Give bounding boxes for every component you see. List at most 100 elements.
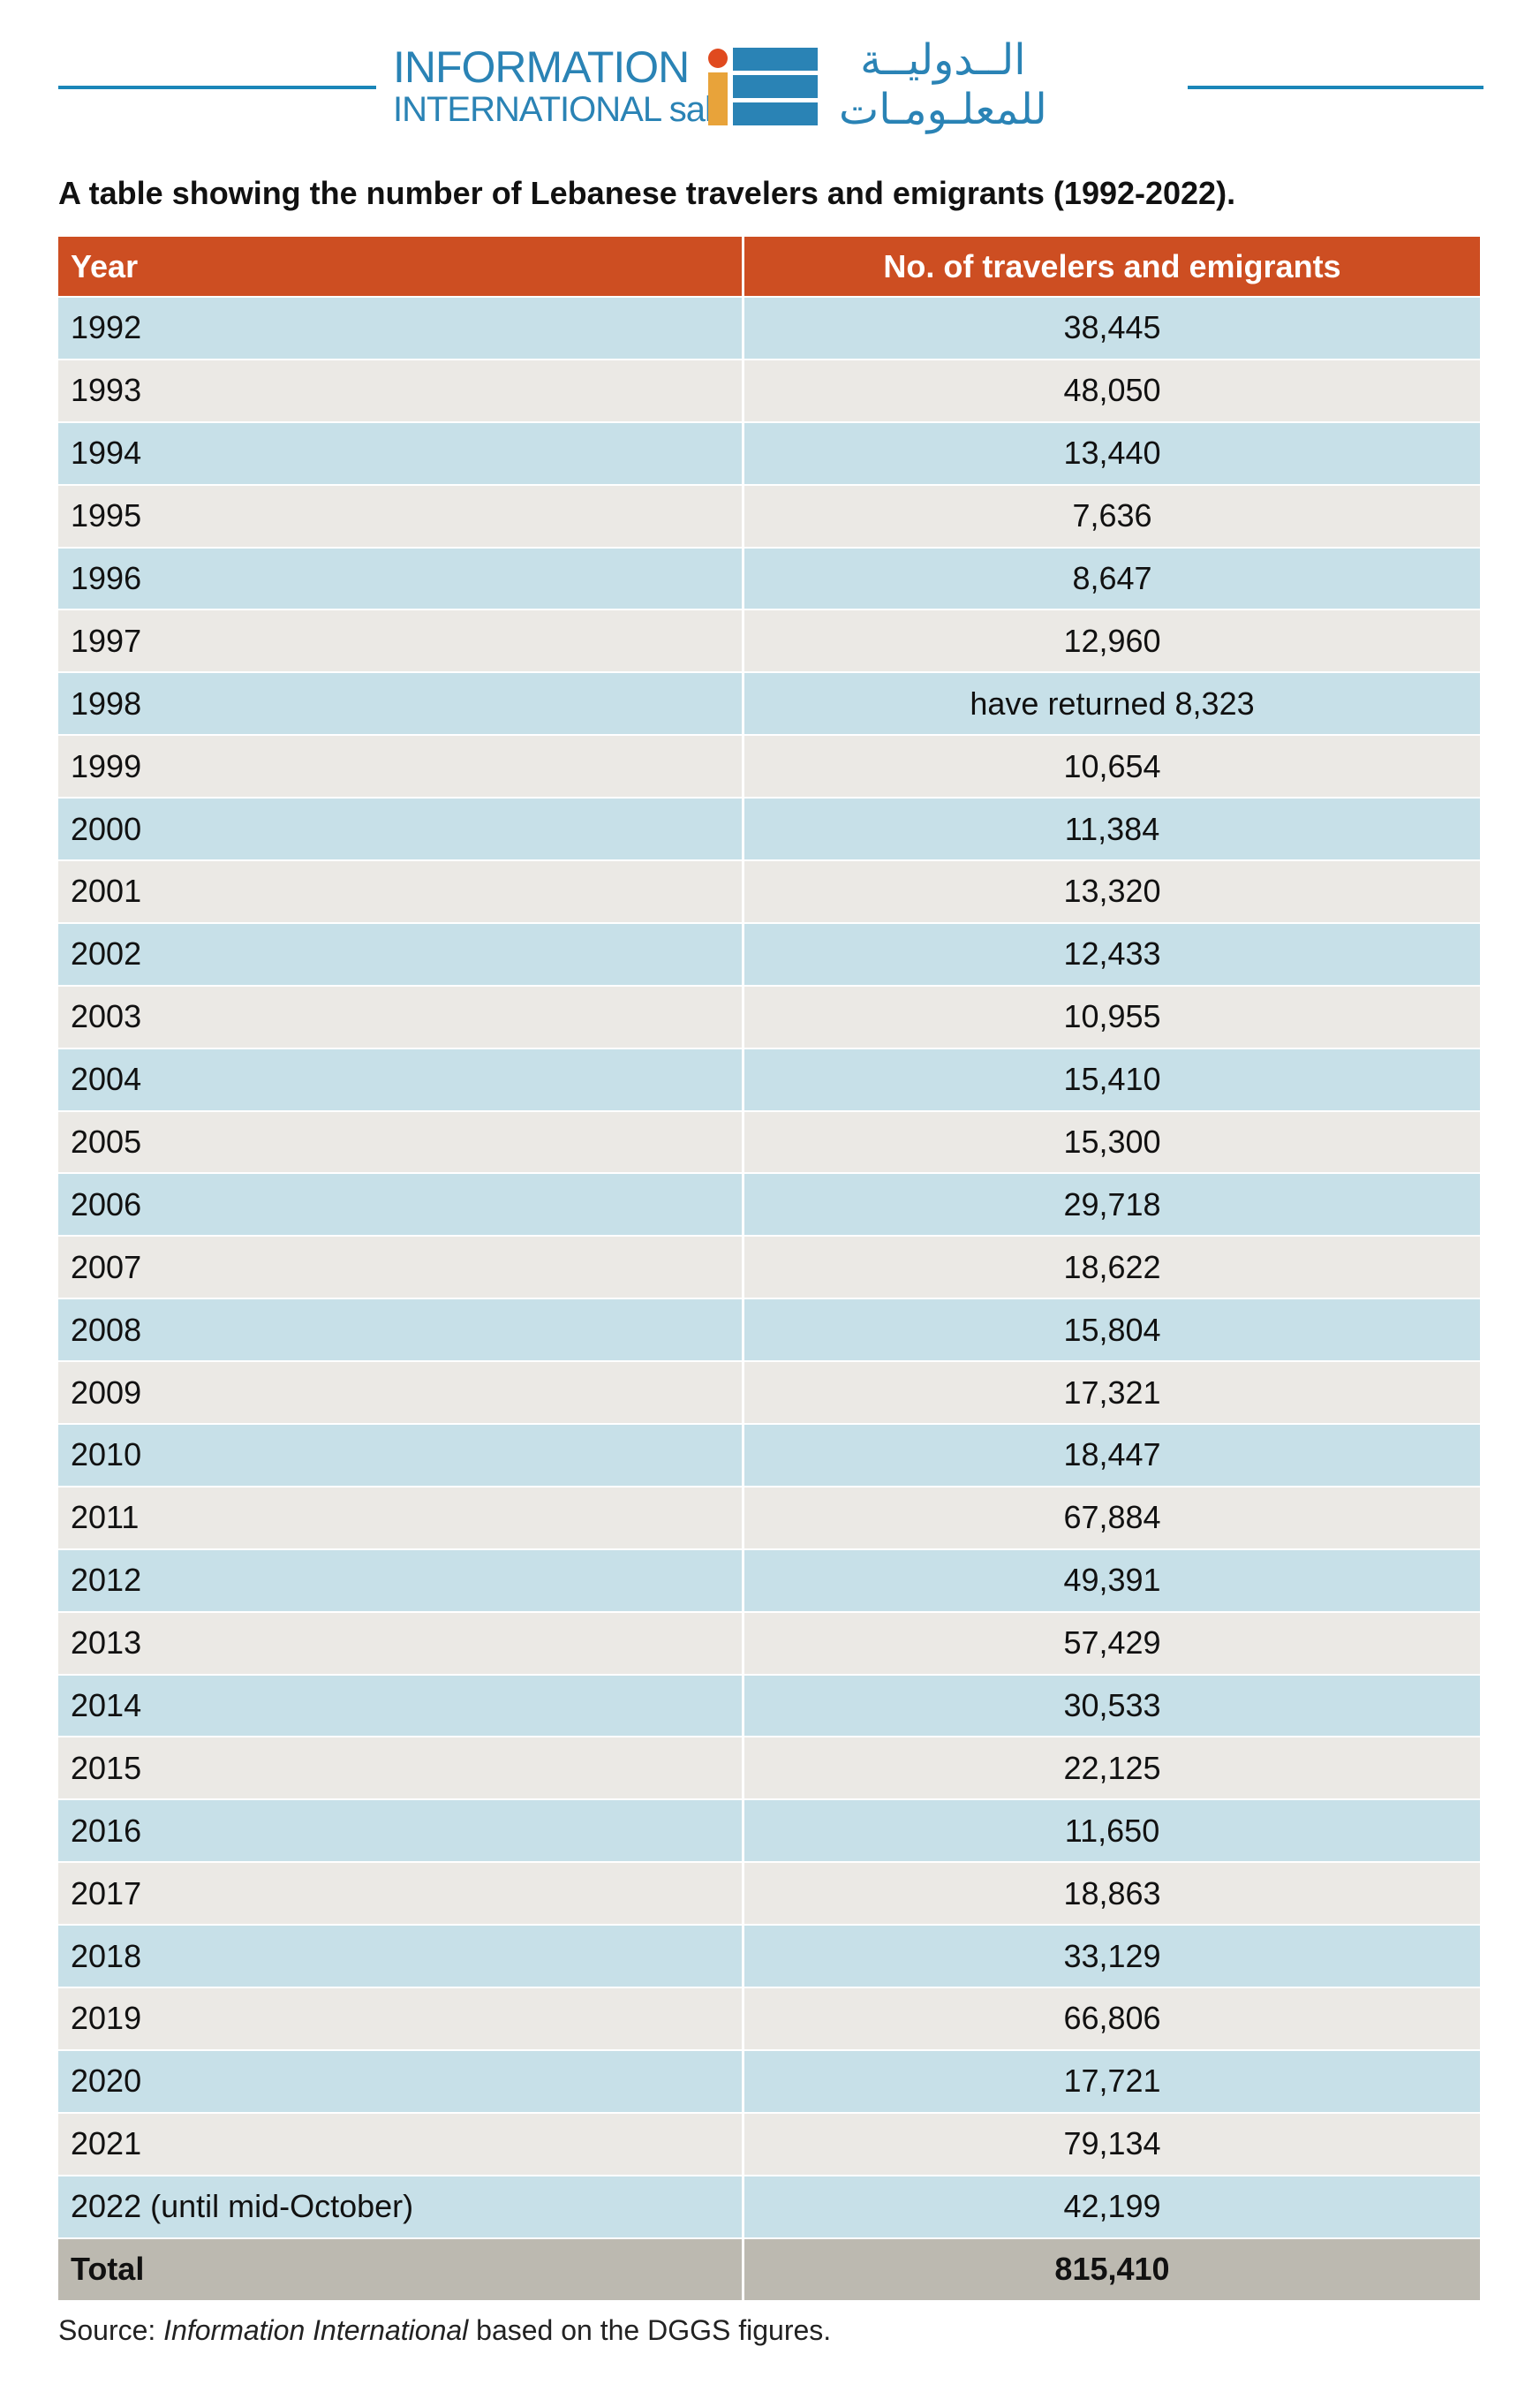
- table-row: 2004 15,410: [58, 1048, 1480, 1112]
- cell: have returned 8,323: [970, 685, 1255, 722]
- cell: 2004: [58, 1048, 744, 1110]
- cell: Total: [58, 2238, 744, 2300]
- cell: 7,636: [1072, 497, 1152, 534]
- cell: 10,654: [1063, 747, 1161, 784]
- cell: 17,721: [1063, 2063, 1161, 2100]
- cell: 57,429: [1063, 1624, 1161, 1662]
- title: A table showing the number of Lebanese t…: [58, 175, 1236, 211]
- source-text: based on the DGGS figures.: [468, 2314, 832, 2346]
- cell: 1996: [58, 548, 744, 609]
- cell: 13,440: [1063, 435, 1161, 472]
- table-row: 2003 10,955: [58, 986, 1480, 1049]
- cell: 67,884: [1063, 1499, 1161, 1536]
- table-row: 1993 48,050: [58, 360, 1480, 423]
- cell: 2003: [58, 986, 744, 1048]
- table-row: 2008 15,804: [58, 1299, 1480, 1363]
- table-row: 1998 have returned 8,323: [58, 673, 1480, 737]
- cell: 2000: [58, 799, 744, 860]
- cell: No. of travelers and emigrants: [883, 247, 1341, 284]
- cell: 2002: [58, 923, 744, 985]
- cell: 2018: [58, 1926, 744, 1987]
- cell: 18,447: [1063, 1436, 1161, 1473]
- header-row: Year No. of travelers and emigrants: [58, 237, 1480, 298]
- cell: 18,622: [1063, 1248, 1161, 1285]
- cell: 2010: [58, 1425, 744, 1486]
- cell: 2012: [58, 1549, 744, 1611]
- cell: 2007: [58, 1237, 744, 1298]
- table-row: 2012 49,391: [58, 1549, 1480, 1613]
- cell: 1999: [58, 736, 744, 798]
- cell: 2015: [58, 1737, 744, 1799]
- cell: 11,384: [1064, 810, 1160, 847]
- logo-line: INTERNATIONAL sal: [393, 90, 713, 129]
- cell: 33,129: [1063, 1937, 1161, 1974]
- table-row: 2022 (until mid-October) 42,199: [58, 2176, 1480, 2239]
- cell: 2020: [58, 2050, 744, 2112]
- table-row: 2006 29,718: [58, 1174, 1480, 1238]
- cell: 1993: [58, 360, 744, 421]
- cell: 11,650: [1064, 1812, 1160, 1849]
- table-row: 1995 7,636: [58, 485, 1480, 549]
- source-text: Source:: [58, 2314, 164, 2346]
- cell: 42,199: [1063, 2188, 1161, 2225]
- table-row: 2009 17,321: [58, 1362, 1480, 1426]
- logo-line: INFORMATION: [393, 42, 690, 92]
- cell: 1995: [58, 485, 744, 547]
- logo-arabic: الــدوليــة للمعلـومـات: [839, 35, 1047, 134]
- cell: 2008: [58, 1299, 744, 1361]
- table-row: 2014 30,533: [58, 1675, 1480, 1738]
- table-row: 2007 18,622: [58, 1237, 1480, 1300]
- cell: 48,050: [1063, 372, 1161, 409]
- cell: 38,445: [1063, 309, 1161, 346]
- cell: 815,410: [1054, 2251, 1170, 2288]
- table-row: 2019 66,806: [58, 1988, 1480, 2051]
- table-row: 2016 11,650: [58, 1800, 1480, 1864]
- cell: 22,125: [1063, 1749, 1161, 1786]
- total-row: Total 815,410: [58, 2238, 1480, 2302]
- table-row: 2002 12,433: [58, 923, 1480, 987]
- cell: 17,321: [1063, 1374, 1161, 1411]
- logo-line: الــدوليــة: [860, 35, 1026, 85]
- cell: 2011: [58, 1487, 744, 1548]
- table-row: 2018 33,129: [58, 1926, 1480, 1989]
- cell: 2016: [58, 1800, 744, 1862]
- cell: 30,533: [1063, 1687, 1161, 1724]
- table-row: 2015 22,125: [58, 1737, 1480, 1801]
- table: Year No. of travelers and emigrants 1992 38…: [58, 237, 1480, 2302]
- cell: 1997: [58, 610, 744, 672]
- cell: 15,804: [1063, 1311, 1161, 1348]
- table-row: 2010 18,447: [58, 1425, 1480, 1487]
- table-row: 1997 12,960: [58, 610, 1480, 674]
- table-row: 2011 67,884: [58, 1487, 1480, 1550]
- table-row: 2017 18,863: [58, 1863, 1480, 1926]
- cell: 1998: [58, 673, 744, 735]
- table-row: 1996 8,647: [58, 548, 1480, 611]
- logo-mark: [708, 48, 818, 125]
- cell: 66,806: [1063, 2000, 1161, 2037]
- cell: 2017: [58, 1863, 744, 1925]
- cell: 2014: [58, 1675, 744, 1737]
- cell: 12,960: [1063, 622, 1161, 659]
- table-row: 2005 15,300: [58, 1111, 1480, 1175]
- cell: 10,955: [1063, 998, 1161, 1035]
- table-row: 1994 13,440: [58, 422, 1480, 486]
- cell: 15,300: [1063, 1124, 1161, 1161]
- cell: 2005: [58, 1111, 744, 1173]
- cell: 2009: [58, 1362, 744, 1424]
- cell: 18,863: [1063, 1874, 1161, 1911]
- table-row: 2020 17,721: [58, 2050, 1480, 2114]
- table-row: 2021 79,134: [58, 2113, 1480, 2176]
- table-row: 2001 13,320: [58, 861, 1480, 924]
- cell: 79,134: [1063, 2125, 1161, 2162]
- table-row: 1999 10,654: [58, 736, 1480, 799]
- header-rule: [58, 86, 376, 89]
- cell: 1994: [58, 422, 744, 484]
- cell: 2019: [58, 1988, 744, 2049]
- table-row: 2000 11,384: [58, 799, 1480, 862]
- source-name: Information International: [163, 2314, 469, 2346]
- cell: 2001: [58, 861, 744, 922]
- cell: 13,320: [1063, 873, 1161, 910]
- cell: 15,410: [1063, 1061, 1161, 1098]
- cell: 8,647: [1072, 560, 1152, 596]
